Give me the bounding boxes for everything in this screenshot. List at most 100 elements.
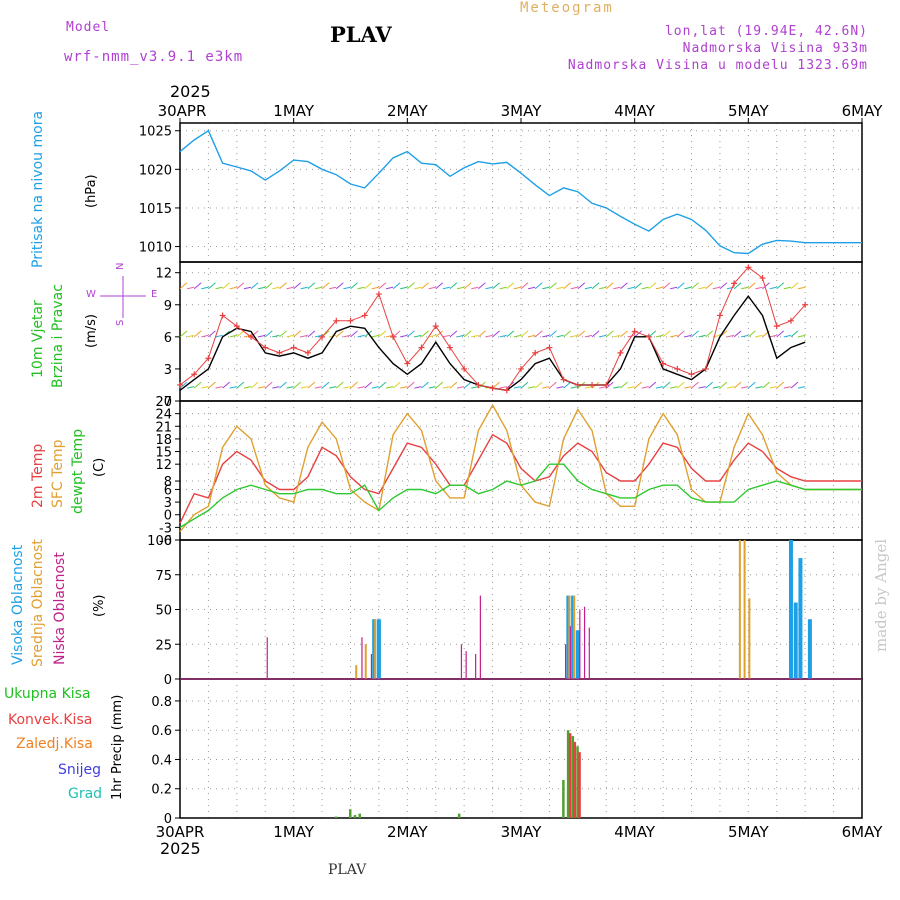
cloud-bar xyxy=(479,595,481,679)
wind-barb xyxy=(272,386,280,389)
gust-marker xyxy=(532,349,539,356)
x-tick-label-bottom: 1MAY xyxy=(273,823,315,841)
gust-marker xyxy=(418,344,425,351)
wind-barb xyxy=(570,386,578,389)
gust-marker xyxy=(745,264,752,271)
wind-barb xyxy=(549,282,557,290)
wind-barb xyxy=(492,381,500,389)
wind-barb xyxy=(357,286,365,290)
wind-barb xyxy=(335,381,344,389)
gust-marker xyxy=(177,381,183,388)
y-tick-label: 6 xyxy=(164,483,172,498)
wind-barb xyxy=(449,381,458,389)
wind-barb xyxy=(385,334,394,338)
wind-barb xyxy=(542,286,550,290)
panel-frame-temperature xyxy=(179,400,863,541)
wind-barb xyxy=(264,282,273,290)
wind-barb xyxy=(400,286,408,290)
wind-barb xyxy=(492,282,500,290)
model-label: Model xyxy=(66,20,111,35)
wind-barb xyxy=(691,282,699,290)
wind-barb xyxy=(712,286,720,290)
wind-barb xyxy=(229,286,237,290)
wind-barb xyxy=(428,286,436,290)
wind-barb xyxy=(591,330,600,338)
wind-barb xyxy=(385,386,394,389)
wind-barb xyxy=(215,386,223,389)
wind-barb xyxy=(790,282,799,290)
cloud-bar xyxy=(376,619,381,679)
wind-barb xyxy=(776,330,785,338)
wind-barb xyxy=(201,334,209,338)
wind-barb xyxy=(329,386,337,389)
y-tick-label: 0 xyxy=(164,509,172,524)
wind-barb xyxy=(676,381,685,389)
wind-barb xyxy=(776,381,785,389)
wind-barb xyxy=(513,286,522,290)
wind-barb xyxy=(193,381,202,389)
gust-marker xyxy=(290,344,297,351)
wind-barb xyxy=(726,286,735,290)
wind-barb xyxy=(286,286,294,290)
wind-barb xyxy=(485,334,493,338)
precip-label-conv: Konvek.Kisa xyxy=(8,712,93,728)
wind-barb xyxy=(314,286,323,290)
gust-marker xyxy=(276,349,283,356)
wind-barb xyxy=(776,282,785,290)
gust-marker xyxy=(645,333,652,340)
y-tick-label: 3 xyxy=(164,363,172,378)
wind-barb xyxy=(371,286,379,290)
wind-barb xyxy=(748,282,756,290)
y-tick-label: 75 xyxy=(155,569,172,584)
wind-barb xyxy=(435,282,444,290)
gust-marker xyxy=(319,333,326,340)
wind-barb xyxy=(577,282,586,290)
x-tick-label-bottom: 6MAY xyxy=(842,823,884,841)
wind-barb xyxy=(570,334,578,338)
wind-barb xyxy=(471,334,479,338)
precip-bar xyxy=(457,813,461,818)
wind-barb xyxy=(513,386,522,389)
gust-marker xyxy=(503,387,510,394)
wind-barb xyxy=(712,386,720,389)
wind-barb xyxy=(556,334,564,338)
cloud-bar xyxy=(266,637,268,679)
x-tick-label-top: 6MAY xyxy=(842,102,884,120)
wind-barb xyxy=(726,386,735,389)
wind-barb xyxy=(620,330,628,338)
wind-barb xyxy=(599,334,607,338)
wind-barb xyxy=(350,282,358,290)
wind-barb xyxy=(286,334,294,338)
y-tick-label: 12 xyxy=(155,458,172,473)
wind-barb xyxy=(421,330,429,338)
wind-barb xyxy=(584,386,593,389)
wind-barb xyxy=(705,282,714,290)
wind-barb xyxy=(378,381,387,389)
gust-marker xyxy=(631,328,638,335)
wind-barb xyxy=(534,330,543,338)
wind-barb xyxy=(755,286,763,290)
wind-barb xyxy=(378,330,387,338)
cloud-bar xyxy=(788,540,793,679)
wind-barb xyxy=(549,381,557,389)
y-tick-label: 0 xyxy=(164,673,172,688)
wind-barb xyxy=(442,286,450,290)
wind-barb xyxy=(236,381,245,389)
gust-marker xyxy=(688,371,695,378)
cloud-bar xyxy=(575,630,580,679)
wind-barb xyxy=(335,282,344,290)
wind-barb xyxy=(762,381,770,389)
wind-barb xyxy=(343,334,351,338)
model-altitude: Nadmorska Visina u modelu 1323.69m xyxy=(567,58,868,73)
wind-barb xyxy=(613,286,621,290)
wind-barb xyxy=(691,330,699,338)
wind-barb xyxy=(385,286,394,290)
wind-barb xyxy=(449,282,458,290)
wind-barb xyxy=(634,330,642,338)
wind-barb xyxy=(421,381,429,389)
wind-barb xyxy=(605,381,614,389)
wind-barb xyxy=(485,286,493,290)
gust-marker xyxy=(546,344,553,351)
wind-barb xyxy=(300,386,308,389)
wind-barb xyxy=(769,334,777,338)
